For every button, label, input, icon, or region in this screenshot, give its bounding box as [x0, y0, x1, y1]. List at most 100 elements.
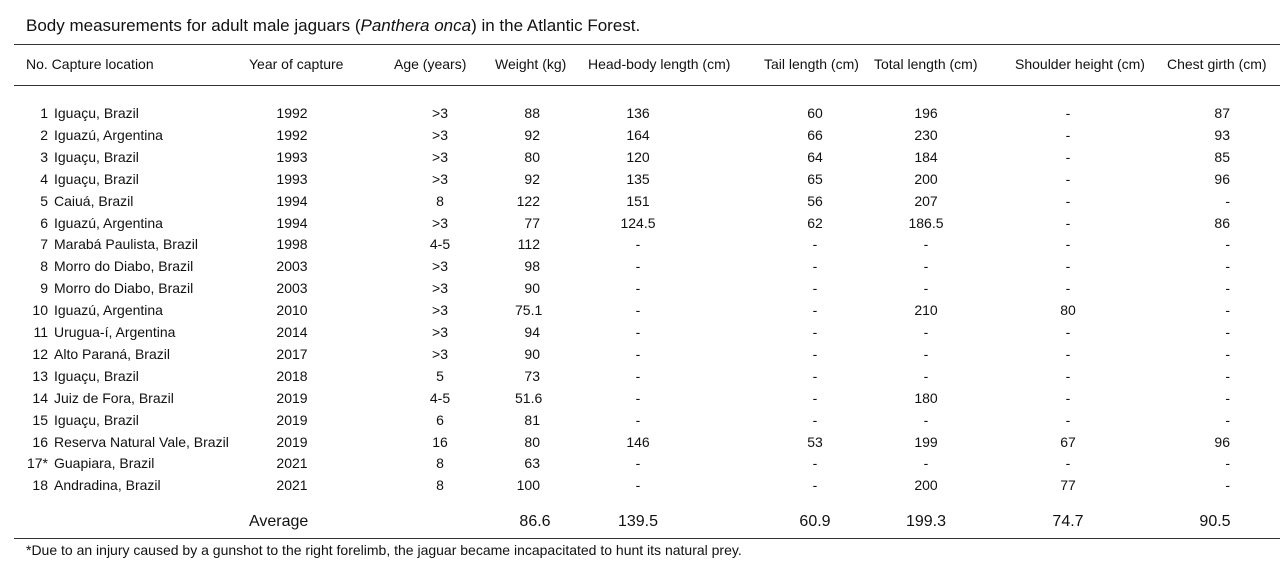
cell-weight: 92: [524, 170, 540, 187]
cell-tail: 64: [807, 148, 823, 165]
cell-no: 14: [32, 389, 48, 406]
cell-weight: 80: [524, 148, 540, 165]
cell-age: 8: [436, 455, 444, 472]
average-tail: 60.9: [799, 513, 831, 530]
cell-age: >3: [432, 126, 448, 143]
cell-head-body: -: [635, 302, 641, 319]
cell-year: 2021: [276, 455, 308, 472]
cell-year: 1992: [276, 126, 308, 143]
cell-no: 8: [40, 258, 48, 275]
cell-head-body: 135: [626, 170, 650, 187]
cell-age: >3: [432, 302, 448, 319]
cell-location: Iguaçu, Brazil: [54, 148, 139, 165]
cell-year: 1998: [276, 236, 308, 253]
cell-head-body: -: [635, 411, 641, 428]
cell-head-body: 124.5: [620, 214, 656, 231]
table-row: 3 Iguaçu, Brazil 1993 >3 80 120 64 184 - 85: [0, 148, 1280, 170]
cell-no: 16: [32, 433, 48, 450]
table-row: 11 Urugua-í, Argentina 2014 >3 94 - - - - -: [0, 323, 1280, 345]
table-row: 9 Morro do Diabo, Brazil 2003 >3 90 - - - - -: [0, 279, 1280, 301]
cell-shoulder: -: [1065, 126, 1071, 143]
table-row: 2 Iguazú, Argentina 1992 >3 92 164 66 230 - 93: [0, 126, 1280, 148]
header-age: Age (years): [394, 56, 467, 72]
cell-weight: 80: [524, 433, 540, 450]
cell-shoulder: 77: [1060, 477, 1076, 494]
cell-no: 4: [40, 170, 48, 187]
cell-age: >3: [432, 214, 448, 231]
cell-weight: 122: [516, 192, 540, 209]
cell-total: -: [923, 258, 929, 275]
cell-location: Juiz de Fora, Brazil: [54, 389, 174, 406]
cell-total: -: [923, 324, 929, 340]
cell-weight: 94: [524, 324, 540, 340]
cell-total: -: [923, 280, 929, 297]
cell-total: 200: [914, 477, 938, 494]
cell-tail: 65: [807, 170, 823, 187]
cell-no: 6: [40, 214, 48, 231]
average-head-body: 139.5: [617, 513, 659, 530]
cell-head-body: -: [635, 236, 641, 253]
cell-location: Iguazú, Argentina: [54, 214, 163, 231]
cell-age: >3: [432, 105, 448, 121]
cell-total: 184: [914, 148, 938, 165]
header-head-body: Head-body length (cm): [588, 56, 731, 72]
cell-year: 1994: [276, 214, 308, 231]
cell-age: >3: [432, 258, 448, 275]
cell-total: 196: [914, 105, 938, 121]
cell-location: Morro do Diabo, Brazil: [54, 280, 194, 297]
cell-weight: 73: [524, 367, 540, 384]
cell-chest: -: [1225, 389, 1230, 406]
cell-location: Iguaçu, Brazil: [54, 367, 139, 384]
cell-total: -: [923, 455, 929, 472]
cell-shoulder: -: [1065, 236, 1071, 253]
cell-tail: -: [812, 302, 818, 319]
cell-location: Marabá Paulista, Brazil: [54, 236, 198, 253]
cell-head-body: -: [635, 280, 641, 297]
cell-no: 17*: [26, 455, 48, 472]
cell-location: Iguaçu, Brazil: [54, 411, 139, 428]
average-chest: 90.5: [1199, 513, 1231, 530]
cell-head-body: 151: [626, 192, 650, 209]
cell-shoulder: -: [1065, 367, 1071, 384]
cell-location: Andradina, Brazil: [54, 477, 161, 494]
cell-chest: -: [1225, 367, 1230, 384]
cell-chest: -: [1225, 280, 1230, 297]
header-rule: [14, 85, 1280, 86]
header-shoulder: Shoulder height (cm): [1015, 56, 1145, 72]
cell-age: >3: [432, 345, 448, 362]
cell-head-body: 120: [626, 148, 650, 165]
cell-shoulder: -: [1065, 105, 1071, 121]
table-row: 13 Iguaçu, Brazil 2018 5 73 - - - - -: [0, 367, 1280, 389]
cell-location: Caiuá, Brazil: [54, 192, 134, 209]
footnote: *Due to an injury caused by a gunshot to…: [26, 542, 742, 558]
cell-head-body: -: [635, 367, 641, 384]
cell-age: 8: [436, 192, 444, 209]
table-row: 5 Caiuá, Brazil 1994 8 122 151 56 207 - -: [0, 192, 1280, 214]
cell-location: Iguaçu, Brazil: [54, 170, 139, 187]
cell-head-body: 146: [626, 433, 650, 450]
cell-shoulder: -: [1065, 324, 1071, 340]
cell-no: 7: [40, 236, 48, 253]
cell-chest: -: [1225, 236, 1230, 253]
cell-no: 5: [40, 192, 48, 209]
table-row: 4 Iguaçu, Brazil 1993 >3 92 135 65 200 - 96: [0, 170, 1280, 192]
cell-year: 2003: [276, 280, 308, 297]
cell-location: Reserva Natural Vale, Brazil: [54, 433, 229, 450]
cell-head-body: 136: [626, 105, 650, 121]
cell-chest: -: [1225, 455, 1230, 472]
cell-tail: -: [812, 477, 818, 494]
cell-chest: 96: [1214, 170, 1230, 187]
cell-total: 199: [914, 433, 938, 450]
table-row: 7 Marabá Paulista, Brazil 1998 4-5 112 - - - - -: [0, 235, 1280, 257]
cell-year: 1993: [276, 170, 308, 187]
caption-suffix: ) in the Atlantic Forest.: [471, 16, 641, 35]
cell-weight: 81: [524, 411, 540, 428]
cell-no: 3: [40, 148, 48, 165]
caption-prefix: Body measurements for adult male jaguars…: [26, 16, 361, 35]
cell-chest: 85: [1214, 148, 1230, 165]
cell-head-body: -: [635, 389, 641, 406]
cell-weight: 88: [524, 105, 540, 121]
cell-head-body: -: [635, 324, 641, 340]
top-rule: [14, 44, 1280, 45]
cell-total: 180: [914, 389, 938, 406]
